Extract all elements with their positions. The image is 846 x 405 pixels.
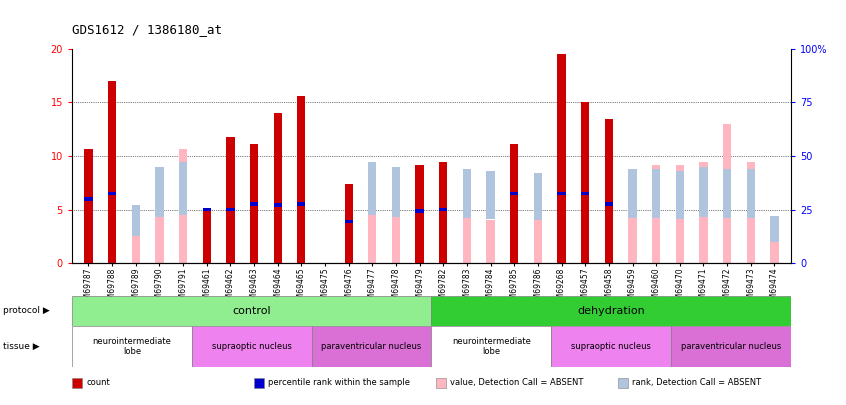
Bar bbox=[273, 113, 282, 263]
Text: rank, Detection Call = ABSENT: rank, Detection Call = ABSENT bbox=[632, 378, 761, 387]
Bar bbox=[486, 171, 495, 219]
Bar bbox=[273, 203, 282, 207]
Bar bbox=[297, 202, 305, 206]
Bar bbox=[605, 202, 613, 206]
Bar bbox=[463, 169, 471, 218]
Bar bbox=[581, 102, 590, 263]
Bar bbox=[368, 167, 376, 263]
Bar bbox=[108, 81, 116, 263]
Bar bbox=[605, 119, 613, 263]
Bar bbox=[179, 149, 187, 263]
Bar bbox=[558, 192, 566, 195]
Bar bbox=[510, 192, 519, 195]
Bar bbox=[415, 209, 424, 213]
Bar bbox=[250, 144, 258, 263]
Bar bbox=[85, 149, 92, 263]
Bar bbox=[132, 205, 140, 236]
Text: supraoptic nucleus: supraoptic nucleus bbox=[571, 342, 651, 351]
Bar bbox=[771, 216, 778, 241]
Bar bbox=[156, 205, 163, 263]
Bar bbox=[226, 136, 234, 263]
Text: supraoptic nucleus: supraoptic nucleus bbox=[212, 342, 292, 351]
Bar bbox=[297, 96, 305, 263]
Bar bbox=[652, 164, 661, 263]
Text: neurointermediate
lobe: neurointermediate lobe bbox=[92, 337, 171, 356]
Bar bbox=[72, 296, 431, 326]
Bar bbox=[700, 162, 707, 263]
Text: value, Detection Call = ABSENT: value, Detection Call = ABSENT bbox=[450, 378, 584, 387]
Text: paraventricular nucleus: paraventricular nucleus bbox=[681, 342, 781, 351]
Bar bbox=[652, 169, 661, 218]
Bar bbox=[156, 167, 163, 217]
Text: protocol ▶: protocol ▶ bbox=[3, 306, 49, 315]
Bar bbox=[72, 326, 192, 367]
Bar bbox=[700, 167, 707, 217]
Bar bbox=[439, 208, 448, 211]
Bar bbox=[581, 192, 590, 195]
Bar bbox=[771, 227, 778, 263]
Text: percentile rank within the sample: percentile rank within the sample bbox=[268, 378, 410, 387]
Bar bbox=[132, 214, 140, 263]
Bar bbox=[629, 169, 637, 263]
Bar bbox=[202, 208, 211, 211]
Bar bbox=[629, 169, 637, 218]
Bar bbox=[431, 296, 791, 326]
Bar bbox=[747, 162, 755, 263]
Text: tissue ▶: tissue ▶ bbox=[3, 342, 39, 351]
Bar bbox=[392, 167, 400, 217]
Bar bbox=[344, 184, 353, 263]
Bar bbox=[226, 208, 234, 211]
Bar bbox=[676, 171, 684, 219]
Bar bbox=[486, 220, 495, 263]
Bar bbox=[297, 160, 305, 213]
Bar bbox=[534, 173, 542, 220]
Text: dehydration: dehydration bbox=[577, 306, 645, 316]
Bar bbox=[558, 54, 566, 263]
Bar bbox=[723, 169, 731, 218]
Bar bbox=[671, 326, 791, 367]
Bar bbox=[297, 147, 305, 263]
Bar bbox=[108, 192, 116, 195]
Text: control: control bbox=[233, 306, 271, 316]
Bar bbox=[415, 164, 424, 263]
Bar bbox=[311, 326, 431, 367]
Bar bbox=[431, 326, 552, 367]
Text: GDS1612 / 1386180_at: GDS1612 / 1386180_at bbox=[72, 23, 222, 36]
Bar bbox=[676, 164, 684, 263]
Bar bbox=[202, 210, 211, 263]
Text: paraventricular nucleus: paraventricular nucleus bbox=[321, 342, 421, 351]
Bar bbox=[552, 326, 671, 367]
Bar bbox=[85, 197, 92, 201]
Bar bbox=[510, 144, 519, 263]
Bar bbox=[723, 124, 731, 263]
Bar bbox=[439, 162, 448, 263]
Bar bbox=[747, 169, 755, 218]
Bar bbox=[250, 202, 258, 206]
Bar bbox=[179, 162, 187, 215]
Bar bbox=[534, 220, 542, 263]
Text: neurointermediate
lobe: neurointermediate lobe bbox=[452, 337, 530, 356]
Bar bbox=[392, 216, 400, 263]
Bar bbox=[344, 220, 353, 223]
Bar bbox=[368, 162, 376, 215]
Bar bbox=[192, 326, 311, 367]
Text: count: count bbox=[86, 378, 110, 387]
Bar bbox=[463, 175, 471, 263]
